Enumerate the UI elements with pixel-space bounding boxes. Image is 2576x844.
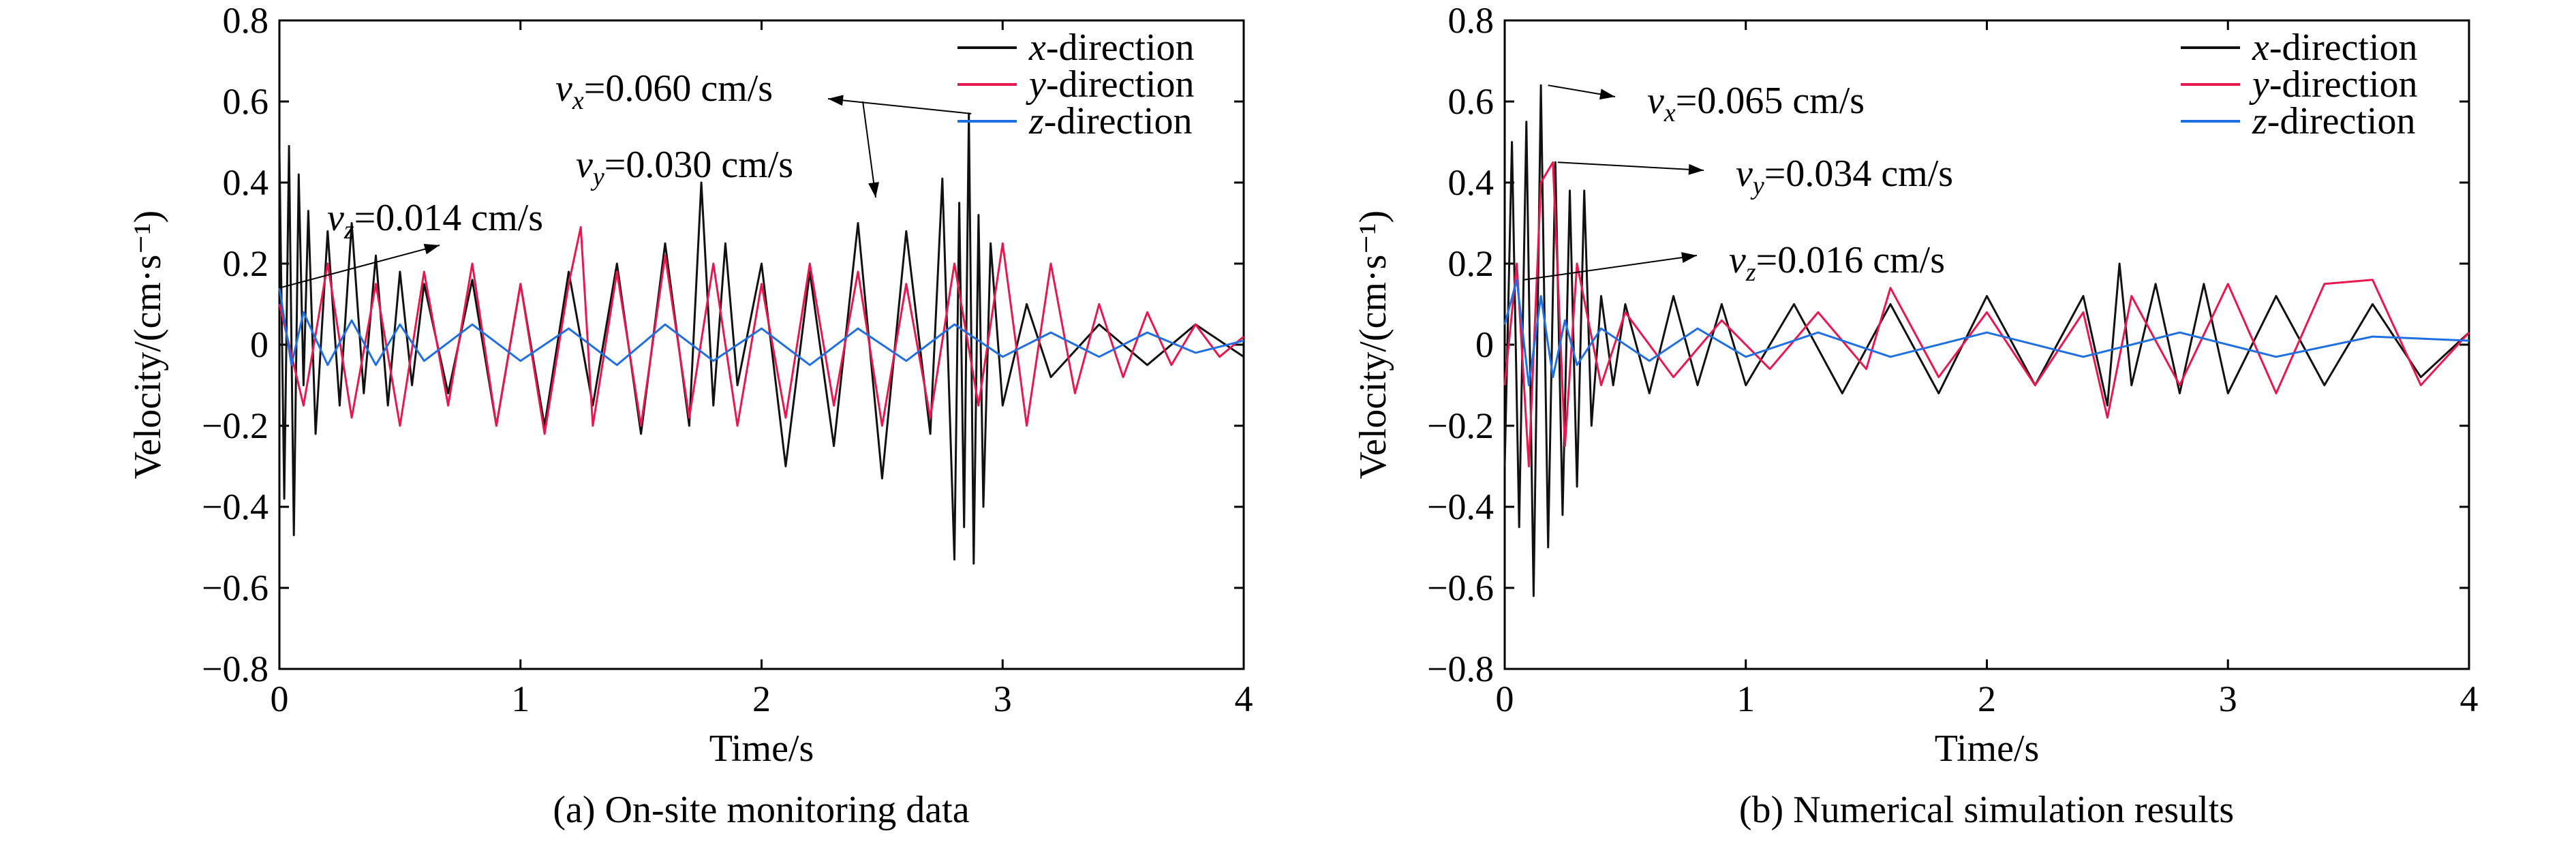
y-tick-label: 0.4 xyxy=(223,162,269,203)
y-axis-title: Velocity/(cm·s⁻¹) xyxy=(1352,210,1394,480)
legend-label-x: x-direction xyxy=(2252,27,2418,69)
y-tick-label: 0.8 xyxy=(1448,0,1494,41)
x-tick-label: 4 xyxy=(1235,678,1253,719)
annotation-arrow xyxy=(862,101,876,198)
annotation-label: vz=0.014 cm/s xyxy=(327,197,543,245)
arrowhead xyxy=(1681,252,1697,263)
series-line-z xyxy=(1503,279,2470,386)
series-line-x xyxy=(278,112,1244,565)
panel-caption: (b) Numerical simulation results xyxy=(1739,789,2234,831)
legend-label-y: y-direction xyxy=(2249,63,2418,106)
x-tick-label: 1 xyxy=(511,678,530,719)
annotation-vy: vy=0.030 cm/s xyxy=(576,101,880,198)
y-tick-label: −0.2 xyxy=(1427,405,1494,446)
y-tick-label: 0.8 xyxy=(223,0,269,41)
y-tick-label: −0.8 xyxy=(202,648,269,689)
y-tick-label: −0.4 xyxy=(202,486,269,527)
x-tick-label: 0 xyxy=(271,678,289,719)
series-line-z xyxy=(278,287,1244,366)
x-tick-label: 2 xyxy=(1978,678,1996,719)
annotation-vx: vx=0.060 cm/s xyxy=(555,67,972,115)
y-tick-label: 0 xyxy=(1475,324,1494,365)
annotation-label: vx=0.065 cm/s xyxy=(1647,80,1865,127)
x-tick-label: 2 xyxy=(752,678,771,719)
annotation-arrow xyxy=(827,98,972,114)
annotation-arrow xyxy=(279,245,440,289)
y-tick-label: −0.6 xyxy=(202,567,269,608)
x-axis-title: Time/s xyxy=(709,728,814,770)
annotation-label: vx=0.060 cm/s xyxy=(555,67,773,115)
annotation-arrow xyxy=(1524,255,1698,281)
annotation-vz: vz=0.016 cm/s xyxy=(1524,239,1945,287)
arrowhead xyxy=(868,182,880,198)
annotation-vy: vy=0.034 cm/s xyxy=(1557,153,1953,200)
panel-caption: (a) On-site monitoring data xyxy=(553,789,969,831)
series-line-y xyxy=(278,225,1244,435)
arrowhead xyxy=(828,95,844,106)
series-line-y xyxy=(1503,161,2470,467)
x-tick-label: 4 xyxy=(2460,678,2479,719)
annotation-label: vy=0.034 cm/s xyxy=(1736,153,1953,200)
y-tick-label: −0.6 xyxy=(1427,567,1494,608)
y-tick-label: 0.2 xyxy=(223,243,269,284)
x-tick-label: 3 xyxy=(2219,678,2237,719)
arrowhead xyxy=(1599,89,1615,100)
arrowhead xyxy=(423,243,440,255)
series-line-x xyxy=(1503,84,2470,597)
annotation-vx: vx=0.065 cm/s xyxy=(1548,80,1865,127)
y-tick-label: 0.4 xyxy=(1448,162,1494,203)
chart-panel-a: 0 1 2 3 4 −0.8 −0.6 −0.4 −0.2 0 0.2 0.4 0.6 0.8 Time/s… xyxy=(127,0,1253,831)
x-tick-label: 0 xyxy=(1496,678,1514,719)
x-tick-label: 3 xyxy=(994,678,1012,719)
y-tick-label: 0.6 xyxy=(1448,81,1494,122)
y-tick-label: 0.6 xyxy=(223,81,269,122)
annotation-vz: vz=0.014 cm/s xyxy=(279,197,543,289)
x-axis-title: Time/s xyxy=(1935,728,2040,770)
y-axis-title: Velocity/(cm·s⁻¹) xyxy=(127,210,169,480)
legend-label-x: x-direction xyxy=(1028,27,1195,69)
y-tick-label: −0.2 xyxy=(202,405,269,446)
arrowhead xyxy=(1688,163,1704,175)
y-tick-label: −0.4 xyxy=(1427,486,1494,527)
legend-label-y: y-direction xyxy=(1026,63,1195,106)
legend-label-z: z-direction xyxy=(2252,100,2415,142)
x-tick-label: 1 xyxy=(1736,678,1755,719)
annotation-arrow xyxy=(1557,161,1704,171)
y-tick-label: 0.2 xyxy=(1448,243,1494,284)
annotation-label: vy=0.030 cm/s xyxy=(576,144,793,191)
chart-panel-b: 0 1 2 3 4 −0.8 −0.6 −0.4 −0.2 0 0.2 0.4 0.6 0.8 Time/s… xyxy=(1352,0,2479,831)
y-tick-label: 0 xyxy=(250,324,269,365)
legend-label-z: z-direction xyxy=(1028,100,1192,142)
y-tick-label: −0.8 xyxy=(1427,648,1494,689)
annotation-label: vz=0.016 cm/s xyxy=(1729,239,1945,287)
